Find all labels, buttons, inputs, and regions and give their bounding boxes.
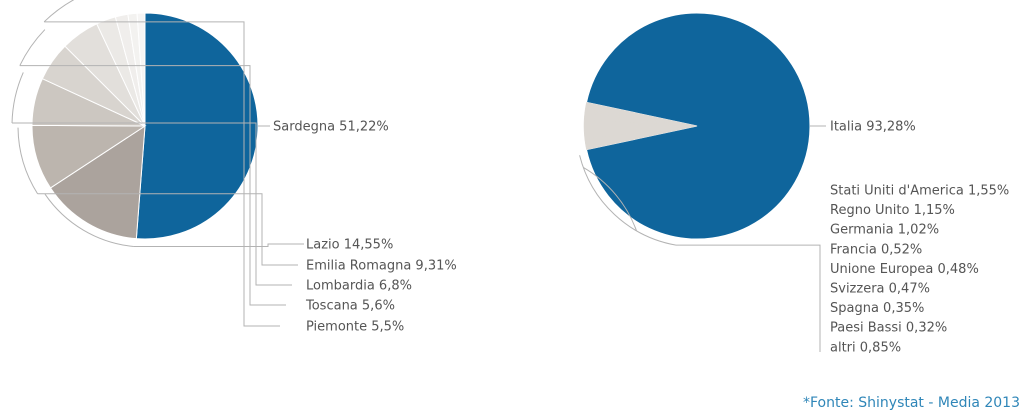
region-slice-9: [136, 12, 146, 127]
leader-line-5: [44, 21, 280, 327]
slice-label-5: Piemonte 5,5%: [306, 320, 404, 335]
leader-bracket-1: [44, 193, 134, 247]
slice-label-italia: Italia 93,28%: [830, 120, 916, 135]
region-slice-1: [49, 125, 146, 240]
slice-label-main: Sardegna 51,22%: [273, 120, 389, 135]
leader-line-2: [37, 193, 298, 266]
slice-label-4: Toscana 5,6%: [305, 299, 395, 314]
slice-label-country-4: Francia 0,52%: [830, 242, 922, 257]
leader-bracket-3: [11, 72, 24, 124]
region-slice-0: [135, 12, 259, 240]
slice-label-country-3: Germania 1,02%: [830, 223, 939, 238]
leader-bracket-5: [43, 0, 75, 23]
slice-label-2: Emilia Romagna 9,31%: [306, 259, 457, 274]
leader-line-1: [133, 243, 304, 247]
pie-chart-countries: Italia 93,28% Stati Uniti d'America 1,55%…: [579, 12, 1009, 355]
country-slice-9: [585, 102, 698, 127]
slice-label-country-5: Unione Europea 0,48%: [830, 262, 979, 277]
slice-label-country-6: Svizzera 0,47%: [830, 282, 930, 297]
slice-label-3: Lombardia 6,8%: [306, 279, 412, 294]
slice-label-1: Lazio 14,55%: [306, 238, 393, 253]
leader-line-others: [675, 244, 821, 352]
slice-label-country-9: altri 0,85%: [830, 340, 901, 355]
slice-label-country-8: Paesi Bassi 0,32%: [830, 321, 947, 336]
slice-label-country-1: Stati Uniti d'America 1,55%: [830, 184, 1009, 199]
pie-chart-regions: Sardegna 51,22% Lazio 14,55% Emilia Romagn…: [11, 0, 457, 335]
country-slice-0: [585, 12, 811, 240]
slice-label-country-7: Spagna 0,35%: [830, 301, 924, 316]
slice-label-country-2: Regno Unito 1,15%: [830, 203, 955, 218]
leader-line-4: [19, 65, 286, 306]
leader-bracket-others-arc: [579, 155, 677, 246]
leader-bracket-4: [19, 29, 46, 66]
leader-bracket-others: [583, 166, 637, 231]
leader-bracket-2: [17, 127, 38, 194]
leader-line-3: [12, 122, 292, 286]
source-note: *Fonte: Shinystat - Media 2013: [803, 395, 1020, 411]
